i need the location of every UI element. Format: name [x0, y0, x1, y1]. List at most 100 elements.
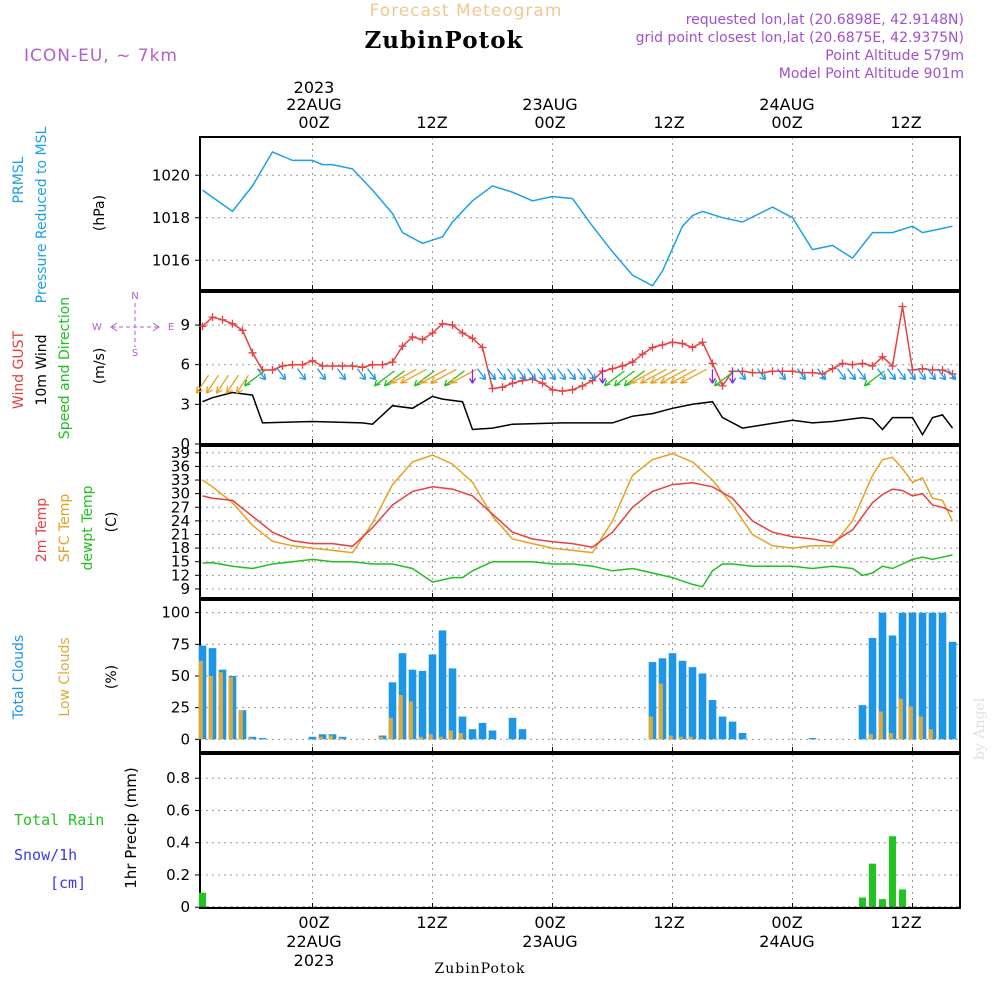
gust-marker-37: [568, 385, 577, 394]
wind-arrow-icon-19: [429, 368, 457, 384]
gust-marker-14: [338, 362, 347, 371]
total-cloud-bar-24: [518, 729, 527, 740]
gust-marker-25: [448, 321, 457, 330]
temp-ytick-label-7: 30: [171, 485, 190, 503]
gust-marker-5: [248, 348, 257, 357]
gust-marker-64: [838, 359, 847, 368]
snow-unit-label: [cm]: [50, 874, 86, 892]
model-label: ICON-EU, ~ 7km: [24, 46, 178, 66]
wind-arrow-icon-52: [816, 368, 827, 381]
low-cloud-bar-40: [888, 733, 893, 740]
pressure-frame: [199, 136, 961, 291]
gust-marker-9: [288, 360, 297, 369]
wind-arrow-icon-13: [373, 370, 395, 387]
dew-temp-line: [202, 554, 953, 588]
wind-arrow-icon-58: [886, 368, 897, 381]
clouds-ytick-label-3: 75: [171, 635, 190, 653]
precip-ytick-label-3: 0.6: [166, 801, 190, 819]
wind-arrow-icon-9: [316, 368, 327, 381]
wind-arrow-icon-41: [649, 368, 677, 384]
total-cloud-bar-6: [258, 738, 267, 740]
wind-arrow-icon-15: [389, 368, 417, 384]
gust-marker-4: [238, 326, 247, 335]
total-cloud-bar-42: [908, 612, 917, 740]
wind-arrow-icon-23: [476, 368, 487, 381]
low-cloud-bar-12: [388, 717, 393, 740]
compass-s: S: [132, 348, 138, 359]
clouds-ytick-label-1: 25: [171, 699, 190, 717]
wind-arrow-icon-11: [356, 368, 367, 381]
temp-ytick-label-3: 18: [171, 539, 190, 557]
gust-marker-63: [828, 364, 837, 373]
top-tick-label-6: 12Z: [890, 113, 921, 132]
point-altitude: Point Altitude 579m: [825, 48, 964, 64]
wind-ytick-label-2: 6: [180, 356, 190, 374]
gust-marker-18: [378, 360, 387, 369]
low-cloud-bar-2: [218, 672, 223, 740]
precip-ytick-label-2: 0.4: [166, 834, 190, 852]
wind-arrow-icon-62: [926, 368, 937, 381]
gust-marker-44: [638, 350, 647, 359]
clouds-panel: 0 25 50 75 100: [161, 599, 961, 753]
wind-arrow-icon-24: [486, 368, 497, 381]
bottom-day-label-3: 24AUG: [759, 932, 814, 951]
wind-arrow-icon-57: [876, 368, 887, 381]
gust-marker-46: [658, 340, 667, 349]
compass-e-arrow-icon: [152, 322, 160, 332]
total-cloud-bar-32: [708, 700, 717, 740]
credit-label: by Angel: [972, 697, 988, 760]
wind-arrow-icon-53: [836, 368, 847, 381]
location-title: ZubinPotok: [365, 27, 524, 54]
gust-marker-66: [858, 359, 867, 368]
wind-arrow-icon-61: [916, 368, 927, 381]
precip-panel: 0 0.2 0.4 0.6 0.8: [166, 753, 961, 916]
gust-marker-67: [868, 362, 877, 371]
rain-bar-1: [859, 897, 866, 908]
total-cloud-bar-34: [728, 721, 737, 740]
rain-bar-4: [889, 836, 896, 908]
wind-arrow-icon-4: [235, 374, 250, 394]
gust-marker-7: [268, 365, 277, 374]
compass-n: N: [131, 291, 138, 302]
total-cloud-bar-17: [438, 630, 447, 740]
temp-labels: 2m Temp SFC Temp dewpt Temp (C): [34, 485, 120, 570]
compass-e: E: [168, 322, 174, 333]
gust-marker-43: [628, 358, 637, 367]
closest-coords: grid point closest lon,lat (20.6875E, 42…: [636, 30, 964, 46]
top-tick-label-3: 00Z: [534, 113, 565, 132]
wind-arrow-icon-32: [566, 368, 577, 381]
total-cloud-bar-39: [878, 612, 887, 740]
top-tick-label-1: 00Z: [298, 113, 329, 132]
pressure-ytick-label-2: 1020: [152, 166, 190, 184]
pressure-label-1: PRMSL: [11, 156, 27, 203]
total-cloud-bar-38: [868, 638, 877, 740]
low-cloud-bar-14: [408, 701, 413, 740]
low-cloud-bar-28: [668, 735, 673, 740]
top-time-axis: 2023 22AUG 23AUG 24AUG 00Z 12Z 00Z 12Z 0…: [286, 78, 921, 132]
wind-dir-label: Speed and Direction: [57, 297, 73, 439]
total-cloud-bar-23: [508, 717, 517, 740]
low-cloud-bar-16: [428, 734, 433, 740]
wind-10m-line: [202, 391, 954, 437]
clouds-unit: (%): [104, 665, 120, 689]
wind-arrow-icon-28: [526, 368, 537, 381]
wind-gust-label: Wind GUST: [11, 330, 27, 409]
gust-marker-23: [428, 328, 437, 337]
clouds-ytick-label-0: 0: [180, 730, 190, 748]
wind-arrow-icon-48: [736, 368, 747, 381]
wind-ytick-label-1: 3: [180, 395, 190, 413]
top-year-label: 2023: [294, 78, 335, 97]
gust-marker-73: [928, 365, 937, 374]
low-cloud-bar-17: [438, 736, 443, 740]
precip-axis-label: 1hr Precip (mm): [122, 767, 140, 888]
wind-arrow-icon-25: [496, 368, 507, 381]
low-cloud-bar-43: [918, 716, 923, 740]
total-cloud-bar-18: [448, 668, 457, 740]
gust-marker-30: [498, 383, 507, 392]
gust-marker-59: [788, 367, 797, 376]
low-cloud-bar-30: [688, 736, 693, 740]
pressure-line: [202, 150, 953, 287]
gust-marker-72: [918, 364, 927, 373]
total-cloud-bar-41: [898, 612, 907, 740]
total-cloud-bar-45: [938, 612, 947, 740]
